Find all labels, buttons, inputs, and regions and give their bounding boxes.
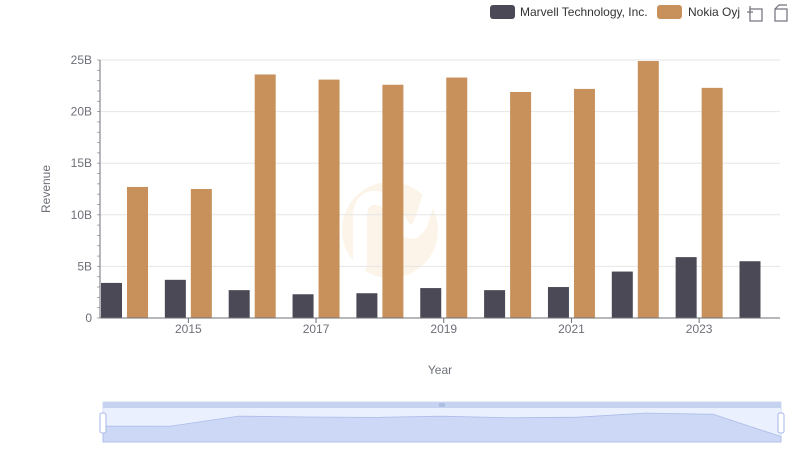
bar-marvell-2015[interactable] (164, 279, 186, 318)
legend-item-marvell[interactable]: Marvell Technology, Inc. (490, 5, 648, 19)
legend-label-nokia: Nokia Oyj (688, 5, 740, 19)
y-tick-label: 5B (77, 259, 92, 273)
slider-handle-left[interactable] (99, 412, 107, 434)
slider-grip-icon[interactable] (439, 403, 445, 407)
bar-nokia-2016[interactable] (254, 74, 276, 318)
slider-data-shadow (102, 412, 782, 443)
y-tick-label: 15B (71, 156, 92, 170)
slider-handle-right[interactable] (777, 412, 785, 434)
y-tick-label: 20B (71, 105, 92, 119)
bar-marvell-2021[interactable] (547, 287, 569, 318)
y-axis-title: Revenue (39, 165, 53, 213)
bar-marvell-2023[interactable] (675, 257, 697, 318)
data-zoom-slider[interactable] (99, 401, 785, 443)
legend-swatch-marvell (490, 5, 515, 19)
bar-nokia-2022[interactable] (637, 61, 659, 318)
x-tick-label: 2015 (175, 322, 202, 336)
bar-nokia-2020[interactable] (510, 91, 532, 318)
legend: Marvell Technology, Inc. Nokia Oyj (490, 5, 740, 19)
bar-nokia-2021[interactable] (573, 88, 595, 318)
bar-marvell-2022[interactable] (611, 271, 633, 318)
bar-nokia-2017[interactable] (318, 79, 340, 318)
bar-marvell-2017[interactable] (292, 294, 314, 318)
x-tick-label: 2021 (558, 322, 585, 336)
bar-nokia-2014[interactable] (127, 186, 148, 318)
legend-swatch-nokia (657, 5, 682, 19)
y-tick-label: 10B (71, 208, 92, 222)
bar-marvell-2016[interactable] (228, 290, 250, 318)
bar-nokia-2023[interactable] (701, 87, 723, 318)
y-tick-label: 0 (85, 311, 92, 325)
bar-marvell-2018[interactable] (356, 293, 378, 318)
bar-nokia-2018[interactable] (382, 84, 404, 318)
bar-marvell-2014[interactable] (101, 282, 122, 318)
legend-label-marvell: Marvell Technology, Inc. (520, 5, 648, 19)
bar-marvell-2020[interactable] (484, 290, 506, 318)
legend-item-nokia[interactable]: Nokia Oyj (657, 5, 740, 19)
y-tick-label: 25B (71, 53, 92, 67)
bar-nokia-2019[interactable] (446, 77, 468, 318)
bar-marvell-2019[interactable] (420, 288, 442, 318)
x-tick-label: 2019 (430, 322, 457, 336)
bar-nokia-2015[interactable] (190, 189, 212, 318)
x-tick-label: 2017 (303, 322, 330, 336)
restore-icon[interactable] (774, 4, 788, 22)
bar-marvell-2024[interactable] (739, 261, 761, 318)
x-axis-title: Year (428, 363, 452, 377)
x-tick-label: 2023 (686, 322, 713, 336)
zoom-icon[interactable] (747, 6, 763, 22)
